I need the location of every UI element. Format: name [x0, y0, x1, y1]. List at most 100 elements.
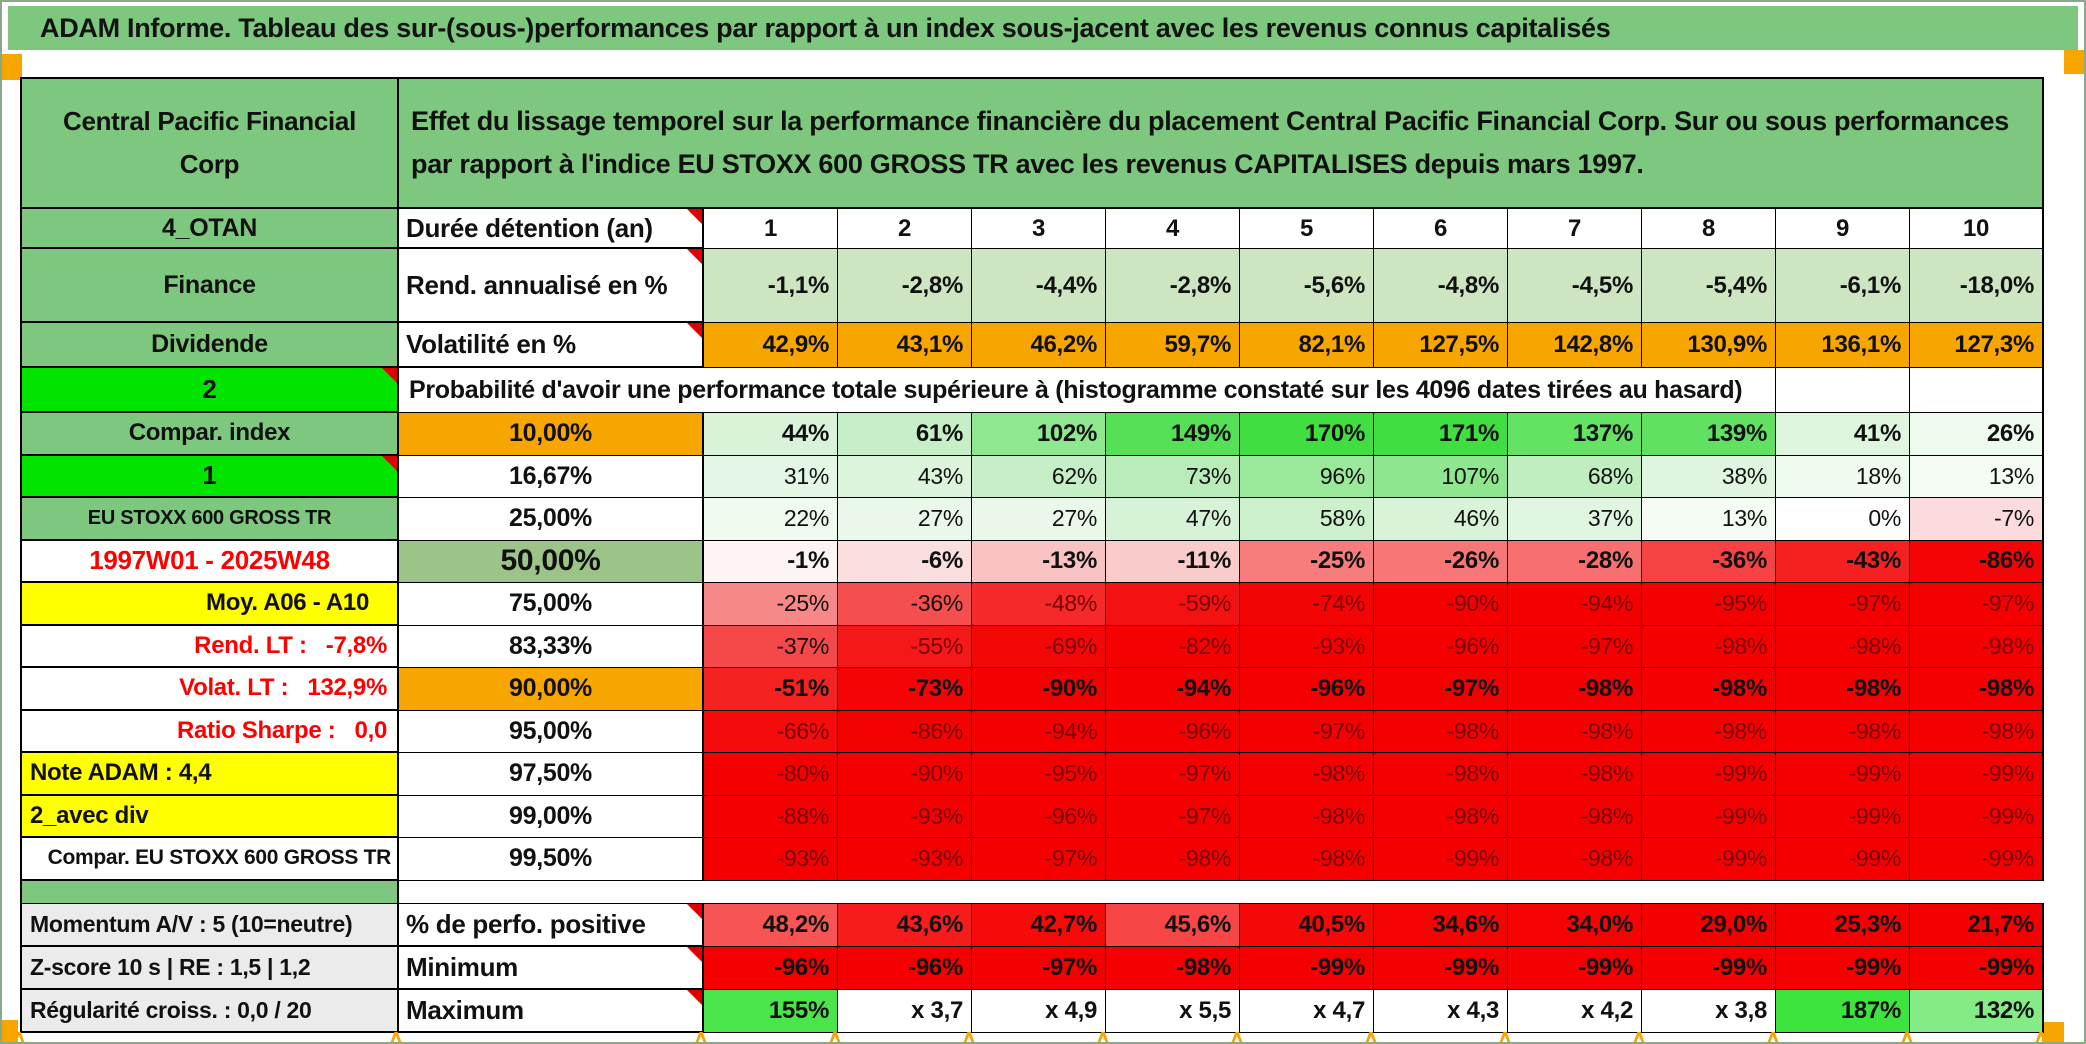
- value-cell[interactable]: -98%: [1776, 668, 1910, 711]
- value-cell[interactable]: -99%: [1776, 946, 1910, 990]
- row-label-cell[interactable]: Note ADAM : 4,4: [22, 753, 399, 796]
- value-cell[interactable]: -98%: [1508, 795, 1642, 838]
- row-label-cell[interactable]: 2_avec div: [22, 795, 399, 838]
- value-cell[interactable]: -94%: [972, 710, 1106, 753]
- value-cell[interactable]: -98%: [1508, 668, 1642, 711]
- value-cell[interactable]: -97%: [972, 946, 1106, 990]
- metric-cell[interactable]: % de perfo. positive: [399, 903, 704, 947]
- row-label-cell[interactable]: Rend. LT : -7,8%: [22, 625, 399, 668]
- value-cell[interactable]: -99%: [1642, 795, 1776, 838]
- value-cell[interactable]: 46%: [1374, 498, 1508, 541]
- value-cell[interactable]: -4,4%: [972, 249, 1106, 323]
- company-title[interactable]: Central Pacific Financial Corp: [22, 79, 399, 209]
- row-label-cell[interactable]: Moy. A06 - A10: [22, 583, 399, 626]
- sheet-title[interactable]: ADAM Informe. Tableau des sur-(sous-)per…: [8, 6, 2078, 50]
- value-cell[interactable]: 107%: [1374, 455, 1508, 498]
- value-cell[interactable]: 37%: [1508, 498, 1642, 541]
- value-cell[interactable]: x 5,5: [1106, 989, 1240, 1033]
- value-cell[interactable]: -97%: [1374, 668, 1508, 711]
- value-cell[interactable]: -96%: [704, 946, 838, 990]
- value-cell[interactable]: 47%: [1106, 498, 1240, 541]
- table-description[interactable]: Effet du lissage temporel sur la perform…: [399, 79, 2044, 209]
- banner-text[interactable]: Probabilité d'avoir une performance tota…: [399, 368, 1776, 413]
- value-cell[interactable]: 62%: [972, 455, 1106, 498]
- value-cell[interactable]: -97%: [1508, 625, 1642, 668]
- row-label-cell[interactable]: Momentum A/V : 5 (10=neutre): [22, 903, 399, 947]
- value-cell[interactable]: -95%: [972, 753, 1106, 796]
- percentile-cell[interactable]: 75,00%: [399, 583, 704, 626]
- value-cell[interactable]: -98%: [1910, 668, 2044, 711]
- value-cell[interactable]: -7%: [1910, 498, 2044, 541]
- value-cell[interactable]: -99%: [1642, 838, 1776, 881]
- value-cell[interactable]: -86%: [1910, 540, 2044, 583]
- value-cell[interactable]: -96%: [972, 795, 1106, 838]
- value-cell[interactable]: 3: [972, 209, 1106, 249]
- value-cell[interactable]: -99%: [1642, 753, 1776, 796]
- value-cell[interactable]: -95%: [1642, 583, 1776, 626]
- value-cell[interactable]: 68%: [1508, 455, 1642, 498]
- value-cell[interactable]: -26%: [1374, 540, 1508, 583]
- percentile-cell[interactable]: 50,00%: [399, 540, 704, 583]
- value-cell[interactable]: -99%: [1776, 838, 1910, 881]
- metric-cell[interactable]: Volatilité en %: [399, 323, 704, 368]
- row-label-cell[interactable]: Régularité croiss. : 0,0 / 20: [22, 989, 399, 1033]
- value-cell[interactable]: 2: [838, 209, 972, 249]
- percentile-cell[interactable]: 25,00%: [399, 498, 704, 541]
- value-cell[interactable]: 136,1%: [1776, 323, 1910, 368]
- value-cell[interactable]: 137%: [1508, 413, 1642, 456]
- percentile-cell[interactable]: 16,67%: [399, 455, 704, 498]
- value-cell[interactable]: 31%: [704, 455, 838, 498]
- percentile-cell[interactable]: 90,00%: [399, 668, 704, 711]
- value-cell[interactable]: 142,8%: [1508, 323, 1642, 368]
- row-label-cell[interactable]: 4_OTAN: [22, 209, 399, 249]
- value-cell[interactable]: -99%: [1910, 946, 2044, 990]
- value-cell[interactable]: -2,8%: [838, 249, 972, 323]
- value-cell[interactable]: -6,1%: [1776, 249, 1910, 323]
- row-label-cell[interactable]: Compar. index: [22, 413, 399, 456]
- value-cell[interactable]: -98%: [1240, 753, 1374, 796]
- value-cell[interactable]: 127,3%: [1910, 323, 2044, 368]
- value-cell[interactable]: 10: [1910, 209, 2044, 249]
- value-cell[interactable]: 96%: [1240, 455, 1374, 498]
- value-cell[interactable]: -90%: [1374, 583, 1508, 626]
- value-cell[interactable]: 73%: [1106, 455, 1240, 498]
- value-cell[interactable]: -99%: [1374, 946, 1508, 990]
- value-cell[interactable]: 29,0%: [1642, 903, 1776, 947]
- percentile-cell[interactable]: 10,00%: [399, 413, 704, 456]
- value-cell[interactable]: -98%: [1374, 795, 1508, 838]
- value-cell[interactable]: 5: [1240, 209, 1374, 249]
- value-cell[interactable]: 187%: [1776, 989, 1910, 1033]
- value-cell[interactable]: -98%: [1642, 668, 1776, 711]
- value-cell[interactable]: 170%: [1240, 413, 1374, 456]
- value-cell[interactable]: -48%: [972, 583, 1106, 626]
- value-cell[interactable]: 4: [1106, 209, 1240, 249]
- value-cell[interactable]: -98%: [1642, 710, 1776, 753]
- value-cell[interactable]: [1776, 368, 1910, 413]
- value-cell[interactable]: -98%: [1106, 838, 1240, 881]
- value-cell[interactable]: -88%: [704, 795, 838, 838]
- metric-cell[interactable]: Minimum: [399, 946, 704, 990]
- value-cell[interactable]: -99%: [1910, 838, 2044, 881]
- value-cell[interactable]: x 4,3: [1374, 989, 1508, 1033]
- value-cell[interactable]: 38%: [1642, 455, 1776, 498]
- value-cell[interactable]: x 3,8: [1642, 989, 1776, 1033]
- value-cell[interactable]: -59%: [1106, 583, 1240, 626]
- value-cell[interactable]: 21,7%: [1910, 903, 2044, 947]
- value-cell[interactable]: -25%: [704, 583, 838, 626]
- metric-cell[interactable]: Durée détention (an): [399, 209, 704, 249]
- value-cell[interactable]: -4,8%: [1374, 249, 1508, 323]
- value-cell[interactable]: -82%: [1106, 625, 1240, 668]
- value-cell[interactable]: -99%: [1910, 753, 2044, 796]
- percentile-cell[interactable]: 99,00%: [399, 795, 704, 838]
- value-cell[interactable]: 1: [704, 209, 838, 249]
- value-cell[interactable]: -96%: [1374, 625, 1508, 668]
- value-cell[interactable]: -66%: [704, 710, 838, 753]
- value-cell[interactable]: 59,7%: [1106, 323, 1240, 368]
- value-cell[interactable]: -5,4%: [1642, 249, 1776, 323]
- value-cell[interactable]: x 4,9: [972, 989, 1106, 1033]
- gap-empty[interactable]: [399, 880, 2044, 904]
- value-cell[interactable]: -98%: [1106, 946, 1240, 990]
- value-cell[interactable]: x 4,2: [1508, 989, 1642, 1033]
- percentile-cell[interactable]: 95,00%: [399, 710, 704, 753]
- row-label-cell[interactable]: Finance: [22, 249, 399, 323]
